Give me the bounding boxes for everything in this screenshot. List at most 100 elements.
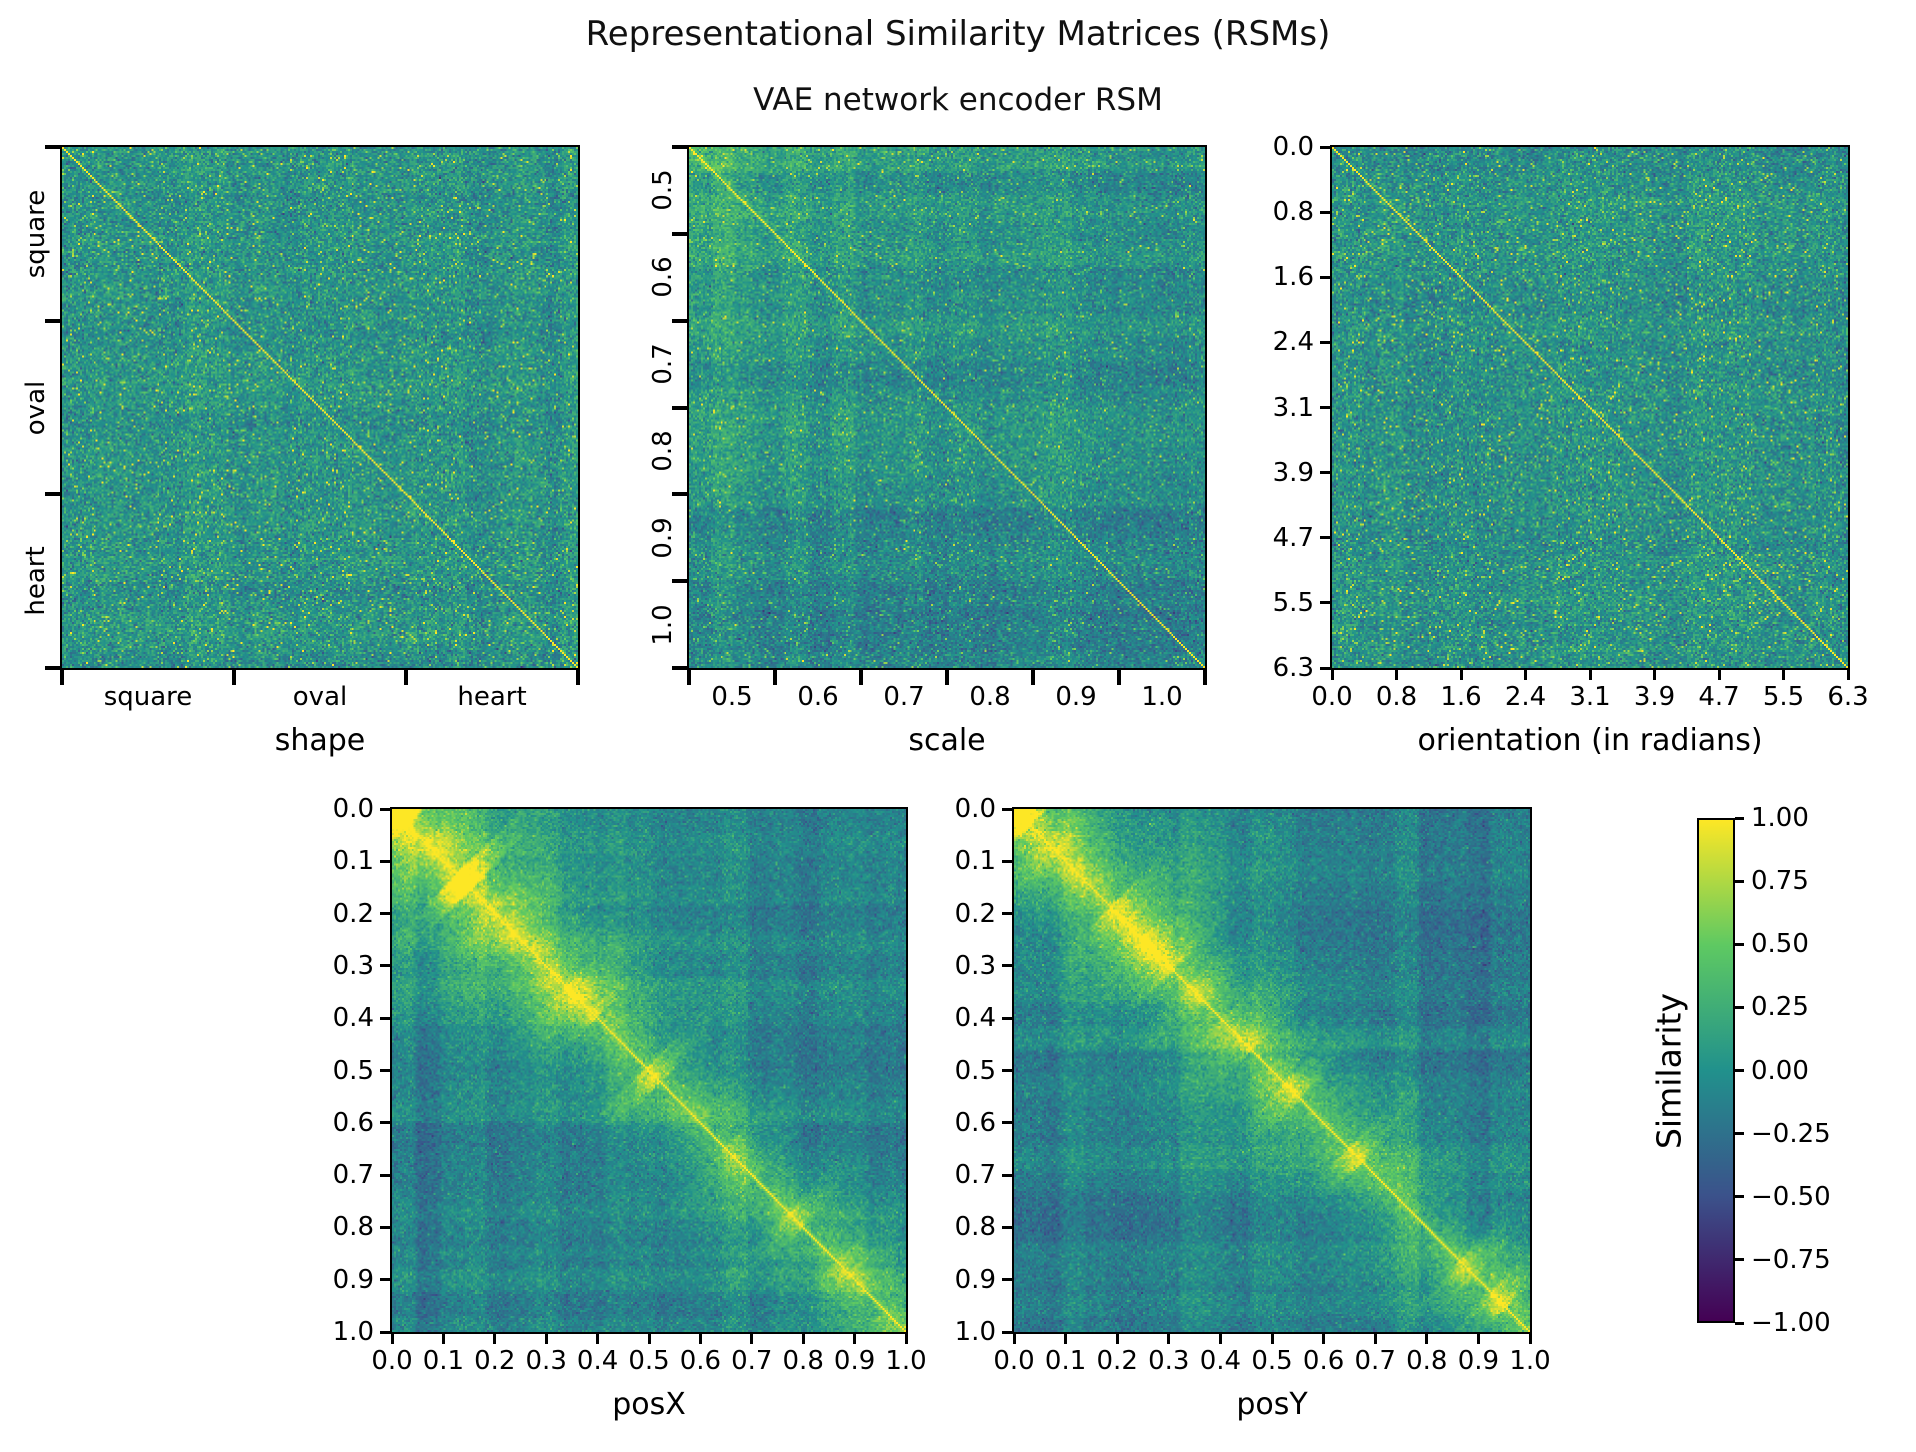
y-axis-tick-mark: [380, 1173, 392, 1177]
y-axis-tick-mark: [672, 231, 689, 236]
x-axis-tick-mark: [1459, 668, 1463, 680]
colorbar-tick-mark: [1735, 1258, 1744, 1262]
y-axis-tick-label: 0.8: [332, 1212, 374, 1243]
scale-axis-title: scale: [908, 723, 986, 758]
y-axis-tick-label: 1.0: [332, 1317, 374, 1347]
x-axis-tick-mark: [1012, 1332, 1016, 1344]
y-axis-tick-mark: [1002, 807, 1014, 811]
x-axis-tick-mark: [60, 668, 64, 685]
colorbar-tick-label: 0.25: [1751, 992, 1809, 1023]
colorbar: Similarity 1.00 0.75 0.50 0.25 0.00 −0.25 −0.5…: [1650, 805, 1831, 1336]
x-axis-tick-mark: [1115, 1332, 1119, 1344]
subplot-shape-rsm: shape square oval heart square oval heart: [21, 145, 580, 756]
x-axis-tick-label: oval: [292, 682, 348, 712]
y-axis-tick-mark: [1002, 1225, 1014, 1229]
x-axis-tick-label: 0.9: [1055, 682, 1097, 712]
y-axis-tick-mark: [1320, 210, 1332, 214]
x-axis-tick-label: 0.4: [576, 1346, 619, 1376]
x-axis-tick-label: 1.6: [1440, 682, 1482, 712]
y-axis-tick-label: 0.9: [648, 517, 678, 559]
y-axis-tick-label: 0.2: [332, 898, 374, 929]
y-axis-tick-mark: [45, 318, 62, 323]
colorbar-tick-mark: [1735, 1069, 1744, 1072]
colorbar-tick-label: −0.75: [1751, 1244, 1831, 1275]
x-axis-tick-mark: [945, 668, 949, 685]
y-axis-tick-mark: [1002, 859, 1014, 863]
y-axis-tick-label: 0.3: [954, 950, 996, 981]
x-axis-tick-label: 1.0: [1509, 1346, 1551, 1376]
x-axis-tick-mark: [390, 1332, 394, 1344]
y-axis-tick-label: 0.3: [332, 950, 374, 981]
x-axis-tick-mark: [1203, 668, 1207, 685]
x-axis-tick-mark: [750, 1332, 754, 1344]
x-axis-tick-label: 0.7: [731, 1346, 773, 1376]
x-axis-tick-label: 0.9: [833, 1346, 876, 1376]
y-axis-tick-label: 1.6: [1272, 262, 1314, 293]
x-axis-tick-label: 0.0: [371, 1346, 413, 1376]
x-axis-tick-label: 0.0: [1311, 682, 1353, 712]
posy-rsm-heatmap: [1014, 809, 1530, 1332]
x-axis-tick-mark: [1524, 668, 1527, 680]
y-axis-tick-mark: [672, 405, 689, 410]
x-axis-tick-mark: [1395, 668, 1398, 680]
x-axis-tick-label: 1.0: [1141, 682, 1183, 712]
y-axis-tick-label: 3.1: [1272, 392, 1314, 423]
y-axis-tick-label: 0.4: [954, 1003, 996, 1034]
y-axis-tick-label: 4.7: [1272, 522, 1314, 553]
x-axis-tick-label: 0.8: [782, 1346, 824, 1376]
y-axis-tick-mark: [380, 1121, 392, 1125]
x-axis-tick-label: 0.7: [1354, 1346, 1396, 1376]
x-axis-tick-mark: [853, 1332, 857, 1344]
colorbar-tick-label: 0.50: [1751, 929, 1809, 960]
y-axis-tick-mark: [672, 145, 689, 149]
y-axis-tick-mark: [1320, 275, 1332, 279]
colorbar-tick-label: 0.75: [1751, 866, 1809, 897]
y-axis-tick-label: square: [21, 189, 51, 279]
colorbar-tick-mark: [1735, 942, 1744, 946]
x-axis-tick-mark: [773, 668, 777, 685]
figure-title: Representational Similarity Matrices (RS…: [585, 14, 1331, 54]
y-axis-tick-mark: [45, 666, 62, 670]
x-axis-tick-mark: [596, 1332, 600, 1344]
y-axis-tick-label: 0.6: [332, 1107, 374, 1138]
y-axis-tick-mark: [1320, 666, 1332, 670]
x-axis-tick-mark: [647, 1332, 651, 1344]
posx-rsm-heatmap: [392, 809, 906, 1332]
y-axis-tick-label: 0.5: [954, 1055, 996, 1086]
y-axis-tick-mark: [380, 1069, 392, 1072]
colorbar-tick-label: −0.50: [1751, 1181, 1831, 1212]
y-axis-tick-mark: [672, 666, 689, 670]
x-axis-tick-label: 6.3: [1827, 682, 1869, 712]
x-axis-tick-label: 3.1: [1569, 682, 1611, 712]
y-axis-tick-mark: [380, 807, 392, 811]
x-axis-tick-label: 0.6: [679, 1346, 722, 1376]
y-axis-tick-label: oval: [21, 380, 51, 435]
x-axis-tick-mark: [404, 668, 408, 685]
x-axis-tick-mark: [1653, 668, 1656, 680]
y-axis-tick-label: heart: [21, 546, 51, 616]
colorbar-tick-label: 0.00: [1751, 1055, 1809, 1086]
shape-rsm-heatmap: [62, 147, 578, 668]
y-axis-tick-mark: [1320, 340, 1332, 344]
x-axis-tick-mark: [493, 1332, 497, 1344]
x-axis-tick-label: 0.3: [1148, 1346, 1190, 1376]
x-axis-tick-mark: [232, 668, 236, 685]
y-axis-tick-label: 0.2: [954, 898, 996, 929]
orientation-rsm-heatmap: [1332, 147, 1848, 668]
x-axis-tick-mark: [904, 1332, 908, 1344]
x-axis-tick-mark: [1588, 668, 1592, 680]
y-axis-tick-label: 0.5: [648, 169, 678, 212]
x-axis-tick-mark: [1064, 1332, 1068, 1344]
x-axis-tick-label: 4.7: [1698, 682, 1740, 712]
y-axis-tick-mark: [1320, 406, 1332, 409]
y-axis-tick-label: 0.8: [1272, 197, 1314, 228]
x-axis-tick-mark: [1528, 1332, 1532, 1344]
y-axis-tick-mark: [1320, 536, 1332, 540]
y-axis-tick-mark: [1002, 1173, 1014, 1177]
x-axis-tick-mark: [801, 1332, 805, 1344]
colorbar-tick-mark: [1735, 879, 1744, 883]
subplot-posy-rsm: posY 0.0 0.1 0.2 0.3 0.4 0.5 0.6 0.7 0.8 0.9 1.0 0.…: [955, 796, 1551, 1420]
orientation-axis-title: orientation (in radians): [1417, 723, 1763, 758]
y-axis-tick-label: 0.7: [648, 343, 678, 385]
